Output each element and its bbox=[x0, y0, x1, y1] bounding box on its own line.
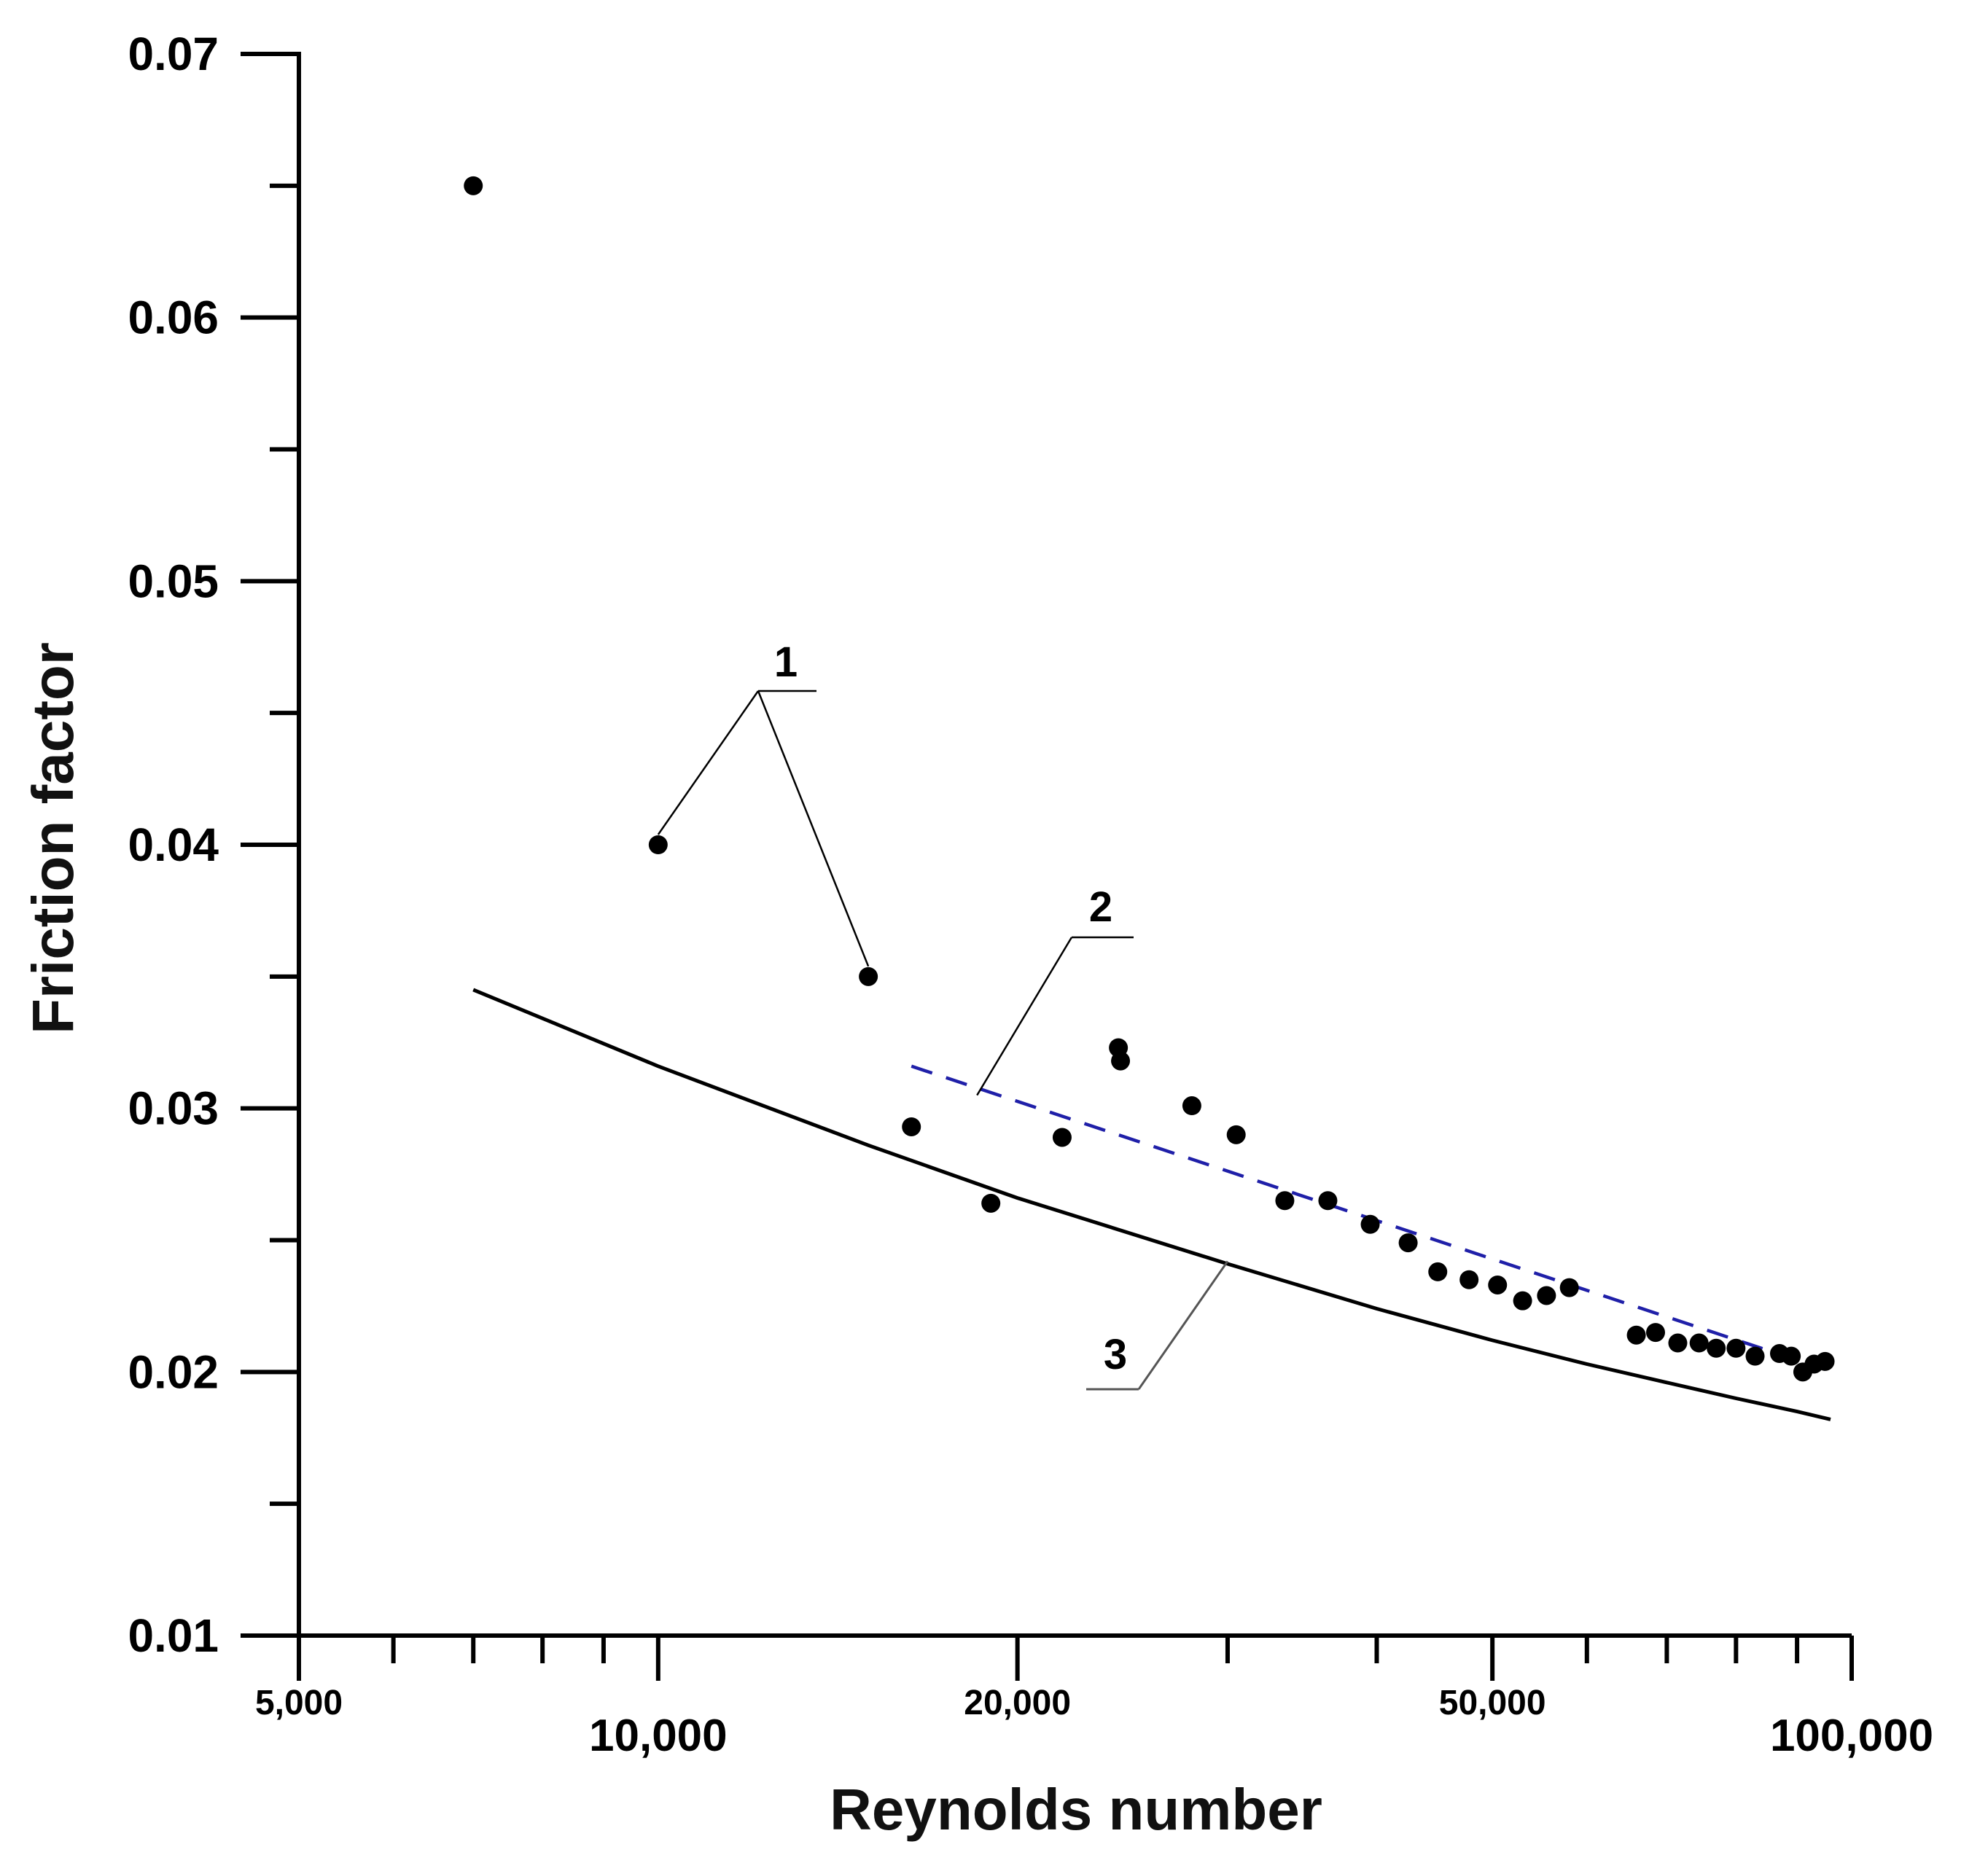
annotations: 1 2 3 bbox=[657, 638, 1229, 1391]
data-point bbox=[1488, 1275, 1508, 1294]
data-point bbox=[1559, 1278, 1579, 1297]
annotation-1-leader bbox=[657, 690, 760, 835]
y-tick-label: 0.04 bbox=[128, 819, 219, 871]
x-axis-title: Reynolds number bbox=[830, 1777, 1322, 1842]
y-tick-label: 0.05 bbox=[128, 555, 219, 607]
data-point bbox=[1745, 1346, 1765, 1366]
data-point bbox=[1360, 1214, 1380, 1234]
y-tick-label: 0.06 bbox=[128, 292, 219, 344]
data-point bbox=[1689, 1333, 1709, 1353]
y-tick-label: 0.01 bbox=[128, 1609, 219, 1662]
data-point bbox=[1707, 1338, 1726, 1358]
annotation-3-label: 3 bbox=[1104, 1331, 1127, 1378]
series-1-points bbox=[464, 176, 1835, 1382]
data-point bbox=[1537, 1286, 1556, 1305]
data-point bbox=[1626, 1325, 1646, 1345]
y-tick-label: 0.07 bbox=[128, 28, 219, 80]
data-point bbox=[1182, 1096, 1201, 1116]
data-point bbox=[1815, 1351, 1835, 1371]
series-3-curve bbox=[472, 988, 1831, 1421]
x-tick-label: 50,000 bbox=[1439, 1684, 1546, 1722]
data-point bbox=[981, 1193, 1001, 1213]
axes bbox=[297, 52, 1852, 1638]
x-tick-label: 20,000 bbox=[964, 1684, 1071, 1722]
data-point bbox=[1428, 1262, 1448, 1281]
x-tick-label: 5,000 bbox=[255, 1684, 343, 1722]
data-point bbox=[1111, 1051, 1131, 1071]
annotation-3-leader bbox=[1137, 1260, 1229, 1390]
data-point bbox=[1726, 1338, 1746, 1358]
data-point bbox=[1275, 1191, 1295, 1211]
x-tick-label: 10,000 bbox=[589, 1711, 728, 1761]
annotation-1-label: 1 bbox=[774, 638, 798, 686]
data-point bbox=[1782, 1346, 1801, 1366]
data-point bbox=[1513, 1291, 1532, 1311]
data-point bbox=[648, 835, 668, 854]
data-point bbox=[1459, 1270, 1479, 1289]
data-point bbox=[1398, 1233, 1418, 1253]
data-point bbox=[1645, 1323, 1665, 1343]
y-axis-ticks: 0.01 0.02 0.03 0.04 0.05 0.06 0.07 bbox=[128, 28, 299, 1662]
data-point bbox=[1226, 1125, 1246, 1144]
data-point bbox=[902, 1117, 921, 1136]
annotation-1-leader bbox=[757, 690, 870, 967]
data-point bbox=[464, 176, 483, 195]
series-3-line bbox=[472, 988, 1831, 1421]
y-tick-label: 0.02 bbox=[128, 1346, 219, 1398]
annotation-2-leader bbox=[976, 937, 1073, 1096]
data-point bbox=[1318, 1191, 1338, 1211]
annotation-2-label: 2 bbox=[1089, 883, 1112, 931]
x-axis-ticks: 5,000 10,000 20,000 50,000 100,000 bbox=[255, 1636, 1933, 1761]
x-tick-label: 100,000 bbox=[1770, 1711, 1933, 1761]
y-tick-label: 0.03 bbox=[128, 1082, 219, 1135]
data-point bbox=[1052, 1128, 1072, 1147]
data-point bbox=[1668, 1333, 1688, 1353]
data-point bbox=[859, 966, 878, 986]
y-axis-title: Friction factor bbox=[20, 642, 85, 1034]
